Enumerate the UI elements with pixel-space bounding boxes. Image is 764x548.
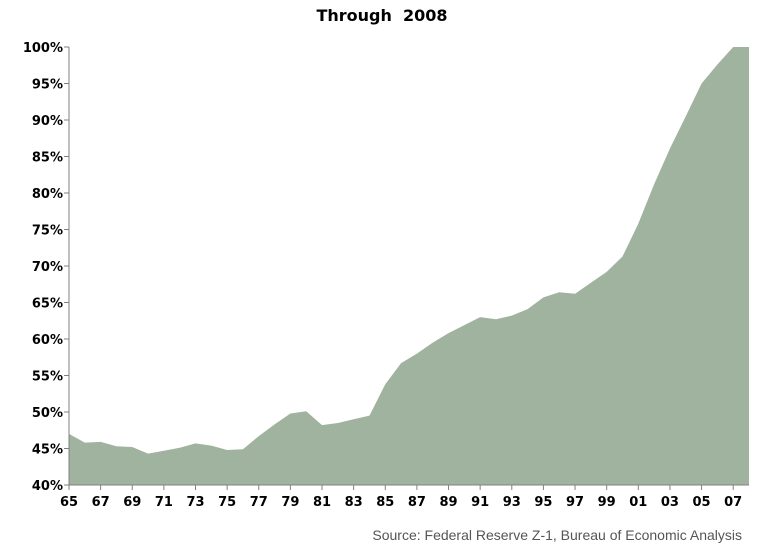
- x-tick-label: 05: [693, 495, 711, 510]
- x-tick-label: 83: [345, 495, 363, 510]
- x-tick-label: 77: [250, 495, 268, 510]
- x-tick-label: 93: [503, 495, 521, 510]
- y-tick-label: 55%: [32, 370, 63, 385]
- x-tick-label: 81: [313, 495, 331, 510]
- y-tick-label: 50%: [32, 406, 63, 421]
- y-tick-label: 80%: [32, 187, 63, 202]
- y-tick-label: 95%: [32, 78, 63, 93]
- x-tick-label: 65: [60, 495, 78, 510]
- x-tick-label: 01: [629, 495, 647, 510]
- x-tick-label: 67: [92, 495, 110, 510]
- x-tick-label: 03: [661, 495, 679, 510]
- y-tick-label: 45%: [32, 443, 63, 458]
- y-tick-label: 40%: [32, 479, 63, 494]
- y-tick-label: 100%: [23, 41, 63, 56]
- x-tick-label: 99: [598, 495, 616, 510]
- x-tick-label: 73: [186, 495, 204, 510]
- x-tick-label: 87: [408, 495, 426, 510]
- x-tick-label: 95: [534, 495, 552, 510]
- y-tick-label: 60%: [32, 333, 63, 348]
- y-tick-label: 65%: [32, 297, 63, 312]
- y-tick-label: 75%: [32, 224, 63, 239]
- x-tick-label: 75: [218, 495, 236, 510]
- x-tick-label: 85: [376, 495, 394, 510]
- source-note: Source: Federal Reserve Z-1, Bureau of E…: [372, 527, 742, 543]
- area-series: [69, 47, 749, 485]
- y-tick-label: 90%: [32, 114, 63, 129]
- y-tick-label: 85%: [32, 151, 63, 166]
- x-tick-label: 97: [566, 495, 584, 510]
- x-tick-label: 71: [155, 495, 173, 510]
- x-tick-label: 89: [439, 495, 457, 510]
- x-tick-label: 69: [123, 495, 141, 510]
- chart-title: Through 2008: [316, 6, 448, 25]
- x-tick-label: 79: [281, 495, 299, 510]
- x-tick-label: 07: [724, 495, 742, 510]
- y-tick-label: 70%: [32, 260, 63, 275]
- x-tick-label: 91: [471, 495, 489, 510]
